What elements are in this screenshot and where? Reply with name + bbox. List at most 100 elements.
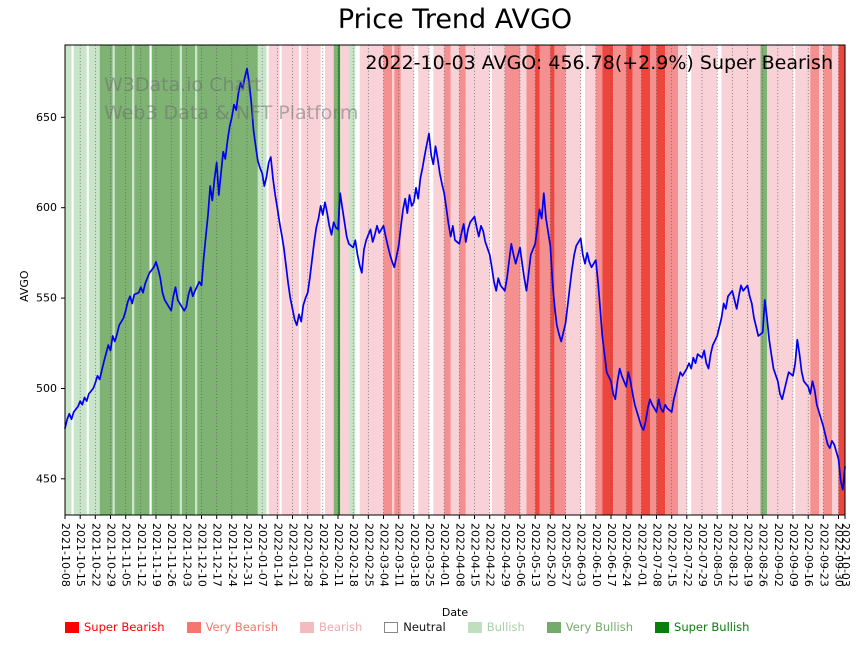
x-tick-label: 2022-06-10 <box>590 523 603 587</box>
sentiment-band-bearish <box>325 45 334 515</box>
sentiment-band-very_bullish <box>151 45 180 515</box>
x-tick-label: 2021-12-31 <box>241 523 254 587</box>
watermark-line-2: Web3 Data & NFT Platform <box>104 101 359 124</box>
sentiment-band-very_bearish <box>383 45 393 515</box>
sentiment-band-very_bearish <box>823 45 832 515</box>
x-tick-label: 2022-03-04 <box>378 523 391 587</box>
sentiment-band-bearish <box>819 45 824 515</box>
x-tick-label: 2021-10-29 <box>105 523 118 587</box>
legend-label-bearish: Bearish <box>319 620 363 634</box>
sentiment-band-bearish <box>268 45 280 515</box>
x-tick-label: 2022-09-23 <box>817 523 830 587</box>
x-tick-label: 2022-07-29 <box>696 523 709 587</box>
legend-item-super_bullish: Super Bullish <box>655 620 749 634</box>
sentiment-band-very_bullish <box>333 45 338 515</box>
sentiment-band-bearish <box>433 45 445 515</box>
chart-title: Price Trend AVGO <box>337 4 573 35</box>
x-tick-label: 2022-09-02 <box>772 523 785 587</box>
sentiment-band-bullish <box>65 45 72 515</box>
sentiment-band-bearish <box>301 45 321 515</box>
legend-swatch-super_bullish <box>655 621 670 633</box>
y-tick-label: 500 <box>36 382 57 395</box>
legend-item-bearish: Bearish <box>300 620 362 634</box>
legend-item-bullish: Bullish <box>467 620 525 634</box>
x-tick-label: 2021-10-08 <box>59 523 72 587</box>
sentiment-band-bullish <box>179 45 182 515</box>
legend-swatch-very_bearish <box>186 621 201 633</box>
y-axis-label: AVGO <box>18 270 31 302</box>
watermark: W3Data.io Chart Web3 Data & NFT Platform <box>104 72 358 127</box>
x-tick-label: 2022-02-18 <box>347 523 360 587</box>
y-axis: 450 500 550 600 650 <box>36 111 65 485</box>
sentiment-band-bearish <box>465 45 490 515</box>
sentiment-band-bearish <box>795 45 811 515</box>
x-tick-label: 2022-04-22 <box>484 523 497 587</box>
x-tick-label: 2022-05-20 <box>544 523 557 587</box>
x-tick-label: 2021-11-19 <box>150 523 163 587</box>
sentiment-band-bearish <box>400 45 414 515</box>
x-tick-label: 2021-12-03 <box>180 523 193 587</box>
x-tick-label: 2022-04-29 <box>499 523 512 587</box>
y-tick-label: 650 <box>36 111 57 124</box>
x-tick-label: 2022-03-11 <box>393 523 406 587</box>
legend-item-very_bullish: Very Bullish <box>546 620 634 634</box>
x-tick-label: 2021-11-26 <box>165 523 178 587</box>
plot-border <box>64 44 846 516</box>
sentiment-band-super_bearish <box>535 45 540 515</box>
sentiment-band-very_bullish <box>99 45 113 515</box>
sentiment-band-bearish <box>721 45 761 515</box>
x-tick-label: 2021-12-17 <box>211 523 224 587</box>
x-tick-label: 2022-09-16 <box>802 523 815 587</box>
sentiment-band-bullish <box>348 45 356 515</box>
sentiment-band-very_bullish <box>182 45 195 515</box>
legend-label-very_bullish: Very Bullish <box>565 620 634 634</box>
x-axis-label: Date <box>441 606 469 619</box>
x-tick-label: 2021-11-05 <box>120 523 133 587</box>
sentiment-band-bullish <box>88 45 100 515</box>
sentiment-band-very_bullish <box>197 45 258 515</box>
sentiment-band-bullish <box>132 45 135 515</box>
sentiment-band-bearish <box>281 45 299 515</box>
sentiment-band-bearish <box>585 45 596 515</box>
sentiment-band-very_bearish <box>810 45 819 515</box>
sentiment-band-bearish <box>832 45 839 515</box>
x-tick-label: 2022-03-18 <box>408 523 421 587</box>
sentiment-band-bearish <box>340 45 349 515</box>
sentiment-band-very_bearish <box>613 45 627 515</box>
x-tick-label: 2022-02-11 <box>332 523 345 587</box>
x-tick-label: 2022-02-04 <box>317 523 330 587</box>
sentiment-band-super_bearish <box>656 45 666 515</box>
x-tick-label: 2022-02-25 <box>362 523 375 587</box>
sentiment-band-super_bearish <box>641 45 650 515</box>
legend-label-bullish: Bullish <box>486 620 525 634</box>
y-tick-label: 600 <box>36 201 57 214</box>
legend-item-neutral: Neutral <box>384 620 446 634</box>
x-tick-label: 2022-03-25 <box>423 523 436 587</box>
y-tick-label: 550 <box>36 292 57 305</box>
legend-label-very_bearish: Very Bearish <box>205 620 279 634</box>
sentiment-band-very_bearish <box>632 45 642 515</box>
watermark-line-1: W3Data.io Chart <box>104 74 262 96</box>
sentiment-band-very_bullish <box>760 45 767 515</box>
latest-value-annotation: 2022-10-03 AVGO: 456.78(+2.9%) Super Bea… <box>365 52 833 74</box>
sentiment-band-bullish <box>257 45 267 515</box>
x-tick-label: 2022-05-06 <box>514 523 527 587</box>
sentiment-band-very_bearish <box>459 45 466 515</box>
legend-label-neutral: Neutral <box>403 620 446 634</box>
x-tick-label: 2021-12-24 <box>226 523 239 587</box>
legend-swatch-super_bearish <box>65 621 79 633</box>
x-tick-label: 2022-09-30 <box>833 523 846 587</box>
legend-swatch-bullish <box>467 621 482 633</box>
sentiment-legend: Super Bearish Very Bearish Bearish Neutral B… <box>65 620 857 634</box>
x-tick-label: 2022-01-14 <box>271 523 284 587</box>
x-tick-label: 2022-07-08 <box>651 523 664 587</box>
sentiment-band-very_bearish <box>595 45 603 515</box>
price-line <box>64 67 846 491</box>
x-tick-label: 2022-08-12 <box>726 523 739 587</box>
sentiment-band-very_bearish <box>554 45 566 515</box>
y-tick-label: 450 <box>36 472 57 485</box>
sentiment-band-bearish <box>359 45 384 515</box>
x-tick-label: 2022-04-08 <box>453 523 466 587</box>
